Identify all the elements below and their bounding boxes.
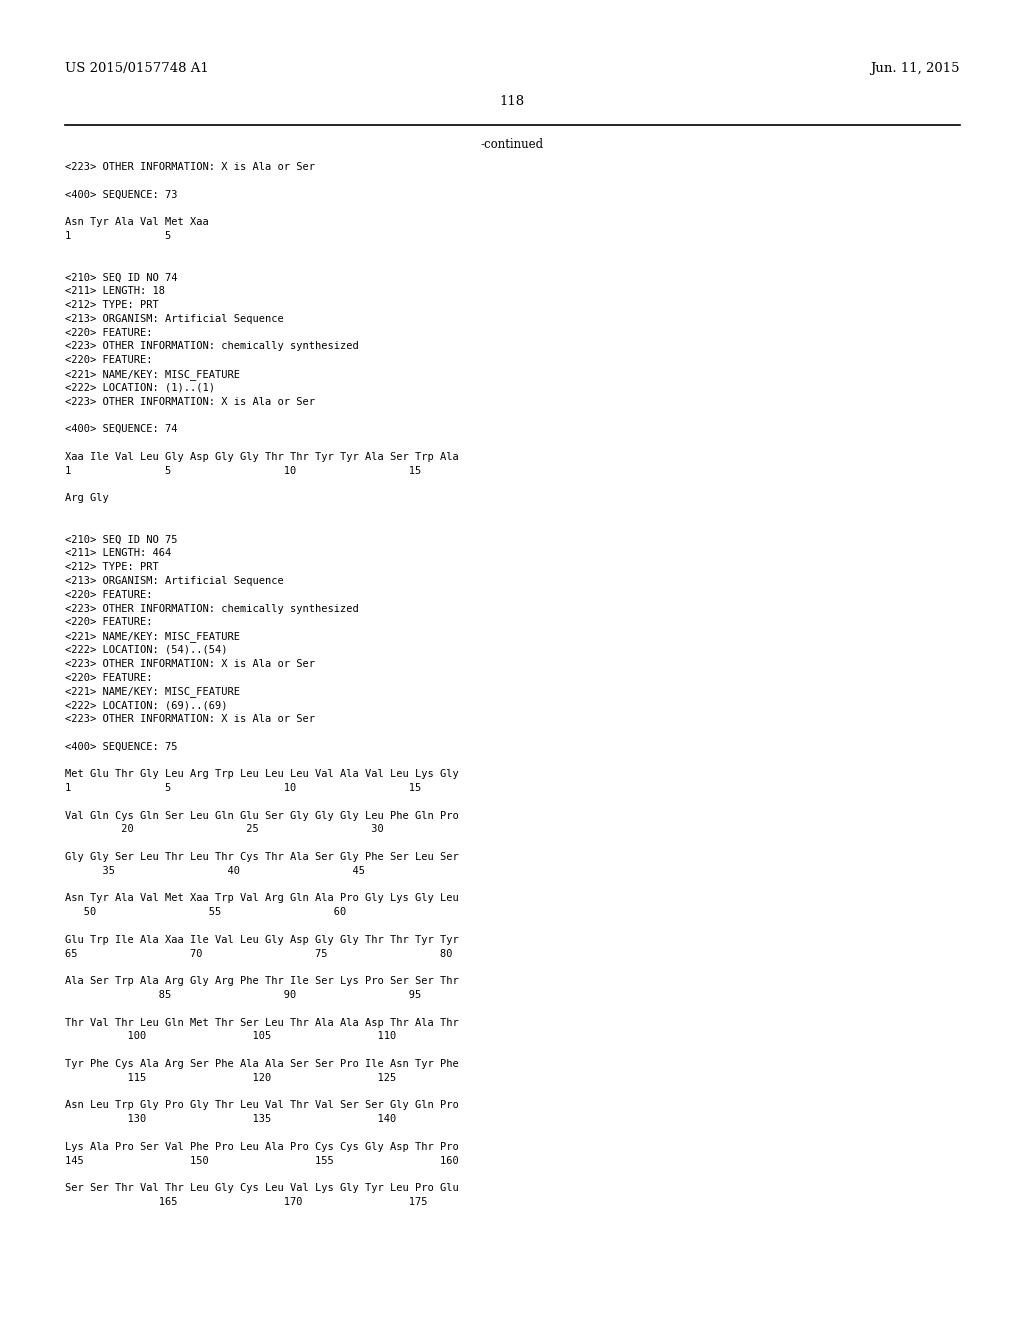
Text: Glu Trp Ile Ala Xaa Ile Val Leu Gly Asp Gly Gly Thr Thr Tyr Tyr: Glu Trp Ile Ala Xaa Ile Val Leu Gly Asp … bbox=[65, 935, 459, 945]
Text: 65                  70                  75                  80: 65 70 75 80 bbox=[65, 949, 453, 958]
Text: Val Gln Cys Gln Ser Leu Gln Glu Ser Gly Gly Gly Leu Phe Gln Pro: Val Gln Cys Gln Ser Leu Gln Glu Ser Gly … bbox=[65, 810, 459, 821]
Text: <223> OTHER INFORMATION: X is Ala or Ser: <223> OTHER INFORMATION: X is Ala or Ser bbox=[65, 396, 315, 407]
Text: 100                 105                 110: 100 105 110 bbox=[65, 1031, 396, 1041]
Text: 35                  40                  45: 35 40 45 bbox=[65, 866, 365, 875]
Text: <211> LENGTH: 464: <211> LENGTH: 464 bbox=[65, 548, 171, 558]
Text: <400> SEQUENCE: 73: <400> SEQUENCE: 73 bbox=[65, 190, 177, 199]
Text: <220> FEATURE:: <220> FEATURE: bbox=[65, 673, 153, 682]
Text: <220> FEATURE:: <220> FEATURE: bbox=[65, 327, 153, 338]
Text: <220> FEATURE:: <220> FEATURE: bbox=[65, 618, 153, 627]
Text: 130                 135                 140: 130 135 140 bbox=[65, 1114, 396, 1125]
Text: 1               5: 1 5 bbox=[65, 231, 171, 242]
Text: 145                 150                 155                 160: 145 150 155 160 bbox=[65, 1155, 459, 1166]
Text: <213> ORGANISM: Artificial Sequence: <213> ORGANISM: Artificial Sequence bbox=[65, 314, 284, 323]
Text: 118: 118 bbox=[500, 95, 524, 108]
Text: Xaa Ile Val Leu Gly Asp Gly Gly Thr Thr Tyr Tyr Ala Ser Trp Ala: Xaa Ile Val Leu Gly Asp Gly Gly Thr Thr … bbox=[65, 451, 459, 462]
Text: <223> OTHER INFORMATION: X is Ala or Ser: <223> OTHER INFORMATION: X is Ala or Ser bbox=[65, 162, 315, 172]
Text: Ser Ser Thr Val Thr Leu Gly Cys Leu Val Lys Gly Tyr Leu Pro Glu: Ser Ser Thr Val Thr Leu Gly Cys Leu Val … bbox=[65, 1183, 459, 1193]
Text: 165                 170                 175: 165 170 175 bbox=[65, 1197, 427, 1206]
Text: <400> SEQUENCE: 75: <400> SEQUENCE: 75 bbox=[65, 742, 177, 751]
Text: <221> NAME/KEY: MISC_FEATURE: <221> NAME/KEY: MISC_FEATURE bbox=[65, 686, 240, 697]
Text: US 2015/0157748 A1: US 2015/0157748 A1 bbox=[65, 62, 209, 75]
Text: <400> SEQUENCE: 74: <400> SEQUENCE: 74 bbox=[65, 424, 177, 434]
Text: <223> OTHER INFORMATION: X is Ala or Ser: <223> OTHER INFORMATION: X is Ala or Ser bbox=[65, 714, 315, 723]
Text: Jun. 11, 2015: Jun. 11, 2015 bbox=[870, 62, 961, 75]
Text: 85                  90                  95: 85 90 95 bbox=[65, 990, 421, 1001]
Text: <212> TYPE: PRT: <212> TYPE: PRT bbox=[65, 562, 159, 572]
Text: <223> OTHER INFORMATION: chemically synthesized: <223> OTHER INFORMATION: chemically synt… bbox=[65, 342, 358, 351]
Text: Asn Tyr Ala Val Met Xaa: Asn Tyr Ala Val Met Xaa bbox=[65, 218, 209, 227]
Text: <222> LOCATION: (69)..(69): <222> LOCATION: (69)..(69) bbox=[65, 700, 227, 710]
Text: <221> NAME/KEY: MISC_FEATURE: <221> NAME/KEY: MISC_FEATURE bbox=[65, 631, 240, 642]
Text: <222> LOCATION: (54)..(54): <222> LOCATION: (54)..(54) bbox=[65, 645, 227, 655]
Text: <223> OTHER INFORMATION: chemically synthesized: <223> OTHER INFORMATION: chemically synt… bbox=[65, 603, 358, 614]
Text: -continued: -continued bbox=[480, 139, 544, 150]
Text: Arg Gly: Arg Gly bbox=[65, 494, 109, 503]
Text: <211> LENGTH: 18: <211> LENGTH: 18 bbox=[65, 286, 165, 296]
Text: Asn Leu Trp Gly Pro Gly Thr Leu Val Thr Val Ser Ser Gly Gln Pro: Asn Leu Trp Gly Pro Gly Thr Leu Val Thr … bbox=[65, 1101, 459, 1110]
Text: 115                 120                 125: 115 120 125 bbox=[65, 1073, 396, 1082]
Text: Lys Ala Pro Ser Val Phe Pro Leu Ala Pro Cys Cys Gly Asp Thr Pro: Lys Ala Pro Ser Val Phe Pro Leu Ala Pro … bbox=[65, 1142, 459, 1152]
Text: <213> ORGANISM: Artificial Sequence: <213> ORGANISM: Artificial Sequence bbox=[65, 576, 284, 586]
Text: 1               5                  10                  15: 1 5 10 15 bbox=[65, 783, 421, 793]
Text: <212> TYPE: PRT: <212> TYPE: PRT bbox=[65, 300, 159, 310]
Text: Ala Ser Trp Ala Arg Gly Arg Phe Thr Ile Ser Lys Pro Ser Ser Thr: Ala Ser Trp Ala Arg Gly Arg Phe Thr Ile … bbox=[65, 977, 459, 986]
Text: <220> FEATURE:: <220> FEATURE: bbox=[65, 355, 153, 366]
Text: <210> SEQ ID NO 74: <210> SEQ ID NO 74 bbox=[65, 272, 177, 282]
Text: 50                  55                  60: 50 55 60 bbox=[65, 907, 346, 917]
Text: 1               5                  10                  15: 1 5 10 15 bbox=[65, 466, 421, 475]
Text: Met Glu Thr Gly Leu Arg Trp Leu Leu Leu Val Ala Val Leu Lys Gly: Met Glu Thr Gly Leu Arg Trp Leu Leu Leu … bbox=[65, 770, 459, 779]
Text: Thr Val Thr Leu Gln Met Thr Ser Leu Thr Ala Ala Asp Thr Ala Thr: Thr Val Thr Leu Gln Met Thr Ser Leu Thr … bbox=[65, 1018, 459, 1027]
Text: Tyr Phe Cys Ala Arg Ser Phe Ala Ala Ser Ser Pro Ile Asn Tyr Phe: Tyr Phe Cys Ala Arg Ser Phe Ala Ala Ser … bbox=[65, 1059, 459, 1069]
Text: 20                  25                  30: 20 25 30 bbox=[65, 825, 384, 834]
Text: <222> LOCATION: (1)..(1): <222> LOCATION: (1)..(1) bbox=[65, 383, 215, 393]
Text: <221> NAME/KEY: MISC_FEATURE: <221> NAME/KEY: MISC_FEATURE bbox=[65, 370, 240, 380]
Text: <220> FEATURE:: <220> FEATURE: bbox=[65, 590, 153, 599]
Text: Asn Tyr Ala Val Met Xaa Trp Val Arg Gln Ala Pro Gly Lys Gly Leu: Asn Tyr Ala Val Met Xaa Trp Val Arg Gln … bbox=[65, 894, 459, 903]
Text: <223> OTHER INFORMATION: X is Ala or Ser: <223> OTHER INFORMATION: X is Ala or Ser bbox=[65, 659, 315, 669]
Text: <210> SEQ ID NO 75: <210> SEQ ID NO 75 bbox=[65, 535, 177, 545]
Text: Gly Gly Ser Leu Thr Leu Thr Cys Thr Ala Ser Gly Phe Ser Leu Ser: Gly Gly Ser Leu Thr Leu Thr Cys Thr Ala … bbox=[65, 851, 459, 862]
